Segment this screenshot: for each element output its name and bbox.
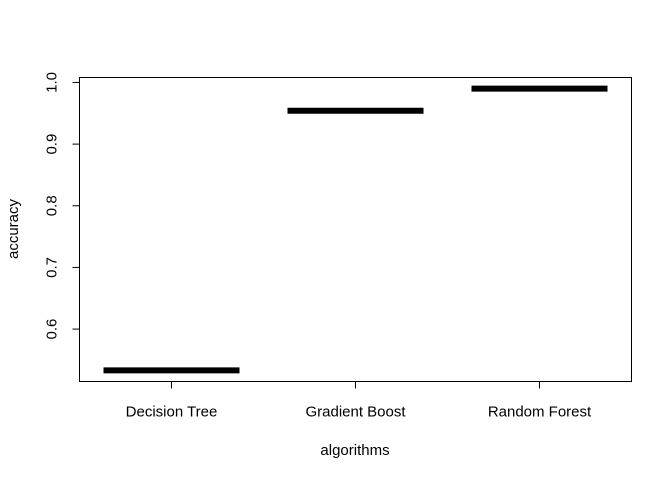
x-tick-label: Random Forest: [488, 404, 592, 421]
y-tick-label: 0.6: [44, 319, 61, 340]
median-marks: [103, 85, 608, 374]
plot-area-frame: [79, 77, 632, 382]
x-axis: Decision Tree Gradient Boost Random Forest: [126, 381, 592, 421]
x-tick-label: Decision Tree: [126, 404, 218, 421]
y-tick-label: 1.0: [44, 72, 61, 93]
x-axis-title: algorithms: [320, 442, 389, 459]
y-tick-label: 0.8: [44, 195, 61, 216]
y-axis: 0.6 0.7 0.8 0.9 1.0: [44, 72, 80, 340]
y-tick-label: 0.9: [44, 134, 61, 155]
y-tick-label: 0.7: [44, 257, 61, 278]
y-axis-title: accuracy: [5, 198, 22, 259]
x-tick-label: Gradient Boost: [305, 404, 406, 421]
